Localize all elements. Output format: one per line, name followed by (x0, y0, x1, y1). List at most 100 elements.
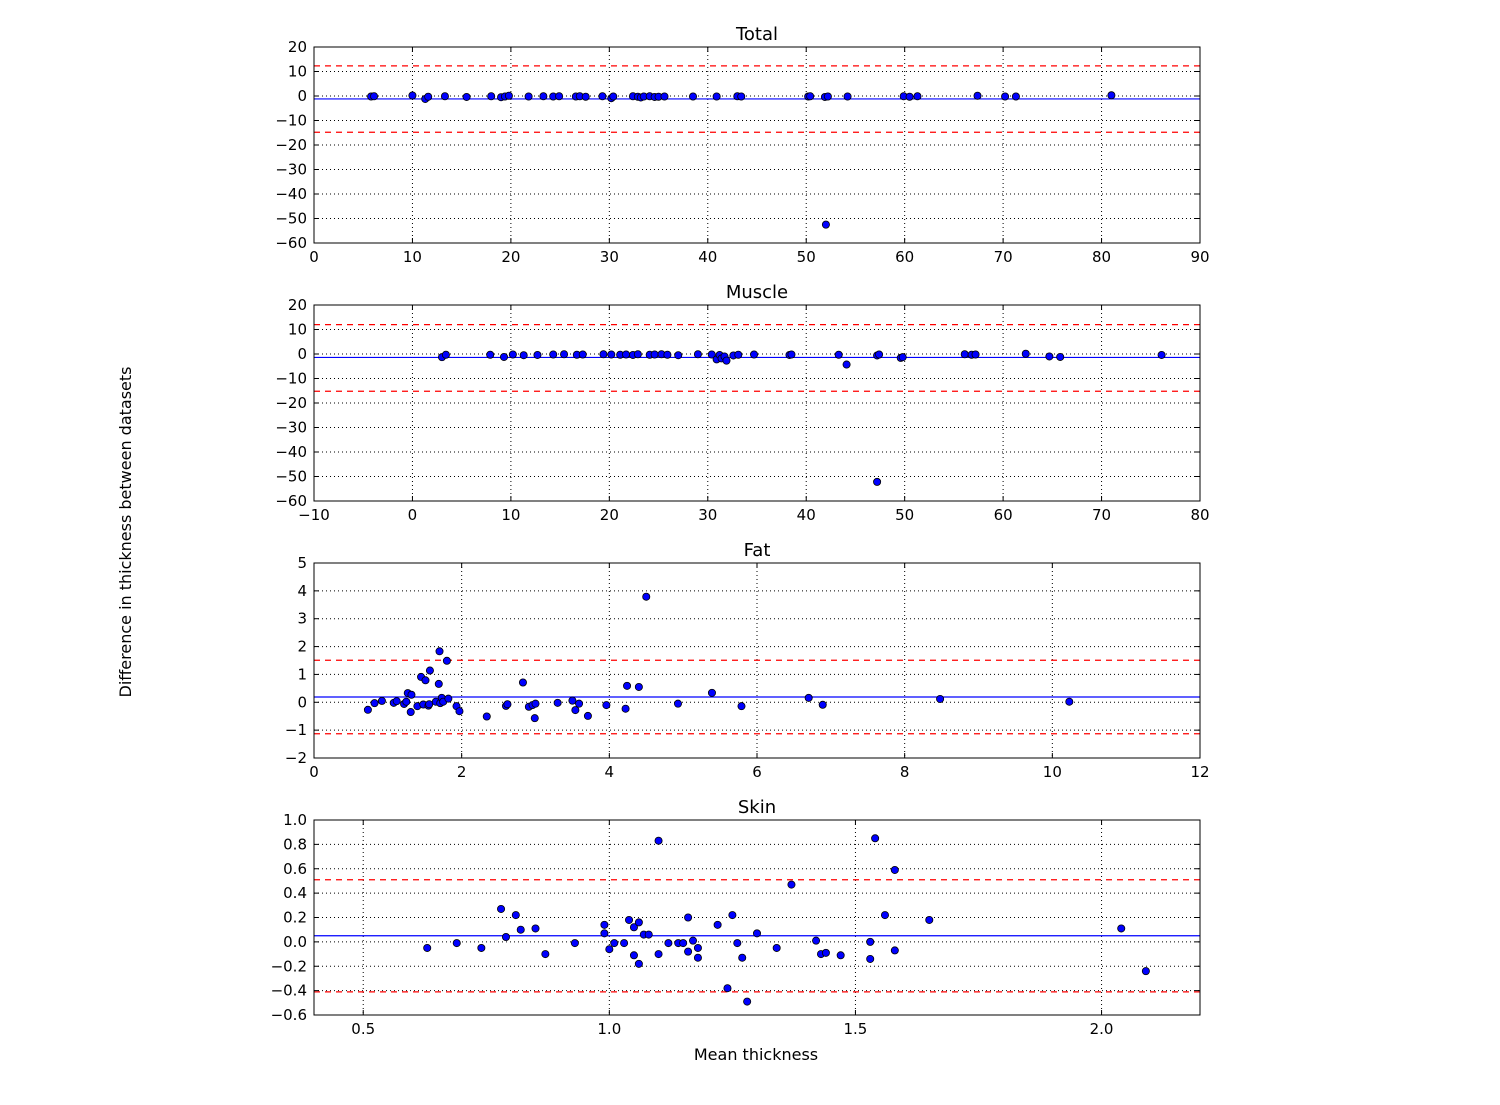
x-tick-label: 0.5 (351, 1020, 375, 1038)
x-tick-label: 60 (895, 248, 914, 266)
x-tick-label: 10 (1043, 763, 1062, 781)
data-point (866, 937, 875, 946)
data-point (873, 477, 882, 486)
data-point (634, 959, 643, 968)
y-tick-label: −40 (275, 185, 307, 203)
panel-title: Fat (744, 540, 771, 561)
data-point (370, 92, 379, 101)
y-tick-label: 0 (297, 345, 307, 363)
y-tick-label: 0.4 (283, 884, 307, 902)
data-point (462, 92, 471, 101)
x-tick-label: 60 (994, 506, 1013, 524)
data-point (570, 939, 579, 948)
data-point (689, 92, 698, 101)
data-point (973, 91, 982, 100)
data-point (634, 682, 643, 691)
data-point (787, 350, 796, 359)
x-tick-label: 6 (752, 763, 762, 781)
data-point (753, 929, 762, 938)
y-tick-label: −30 (275, 161, 307, 179)
data-point (823, 92, 832, 101)
x-tick-label: 1.0 (597, 1020, 621, 1038)
x-tick-label: 0 (309, 763, 319, 781)
data-point (936, 694, 945, 703)
x-tick-label: 2 (457, 763, 467, 781)
x-tick-label: 30 (600, 248, 619, 266)
x-tick-label: 70 (994, 248, 1013, 266)
data-point (444, 694, 453, 703)
data-point (713, 920, 722, 929)
data-point (971, 350, 980, 359)
data-point (707, 688, 716, 697)
y-tick-label: 1.0 (283, 811, 307, 829)
x-tick-label: 90 (1190, 248, 1209, 266)
data-point (836, 951, 845, 960)
data-point (1065, 697, 1074, 706)
data-point (723, 984, 732, 993)
data-point (571, 706, 580, 715)
y-tick-label: 0.6 (283, 860, 307, 878)
data-point (424, 92, 433, 101)
data-point (890, 865, 899, 874)
data-point (1001, 92, 1010, 101)
data-point (560, 350, 569, 359)
y-tick-label: −30 (275, 419, 307, 437)
data-point (578, 350, 587, 359)
data-point (568, 696, 577, 705)
data-point (898, 353, 907, 362)
y-tick-label: 10 (288, 321, 307, 339)
data-point (441, 350, 450, 359)
data-point (442, 656, 451, 665)
x-tick-label: 2.0 (1090, 1020, 1114, 1038)
y-tick-label: 3 (297, 610, 307, 628)
y-tick-label: −0.2 (271, 957, 307, 975)
y-tick-label: 5 (297, 554, 307, 572)
data-point (497, 904, 506, 913)
panel-title: Total (735, 24, 778, 45)
data-point (623, 681, 632, 690)
y-tick-label: 20 (288, 38, 307, 56)
data-point (693, 350, 702, 359)
panel-title: Skin (738, 797, 776, 818)
x-tick-label: 50 (797, 248, 816, 266)
y-tick-label: 0.0 (283, 933, 307, 951)
y-tick-label: 4 (297, 582, 307, 600)
data-point (679, 939, 688, 948)
data-point (728, 911, 737, 920)
data-point (842, 360, 851, 369)
data-point (693, 953, 702, 962)
data-point (402, 697, 411, 706)
data-point (487, 92, 496, 101)
x-tick-label: 1.5 (844, 1020, 868, 1038)
data-point (625, 915, 634, 924)
y-tick-label: −50 (275, 468, 307, 486)
data-point (511, 911, 520, 920)
data-point (629, 923, 638, 932)
data-point (913, 92, 922, 101)
data-point (435, 647, 444, 656)
data-point (421, 676, 430, 685)
data-point (660, 92, 669, 101)
data-point (440, 92, 449, 101)
panel-title: Muscle (726, 282, 788, 303)
data-point (531, 699, 540, 708)
y-tick-label: 2 (297, 638, 307, 656)
data-point (530, 714, 539, 723)
plot-area (314, 820, 1200, 1015)
data-point (583, 711, 592, 720)
data-point (425, 700, 434, 709)
data-point (533, 350, 542, 359)
data-point (516, 925, 525, 934)
x-tick-label: 4 (605, 763, 615, 781)
data-point (737, 702, 746, 711)
data-point (818, 700, 827, 709)
panel-total: 0 10 20 30 40 50 60 70 80 90 −60 −50 −40 −30 −20 −10 0 10… (275, 24, 1209, 266)
data-point (772, 943, 781, 952)
data-point (654, 950, 663, 959)
data-point (673, 699, 682, 708)
data-point (553, 698, 562, 707)
data-point (607, 350, 616, 359)
y-tick-label: −10 (275, 370, 307, 388)
data-point (642, 592, 651, 601)
y-tick-label: −50 (275, 210, 307, 228)
